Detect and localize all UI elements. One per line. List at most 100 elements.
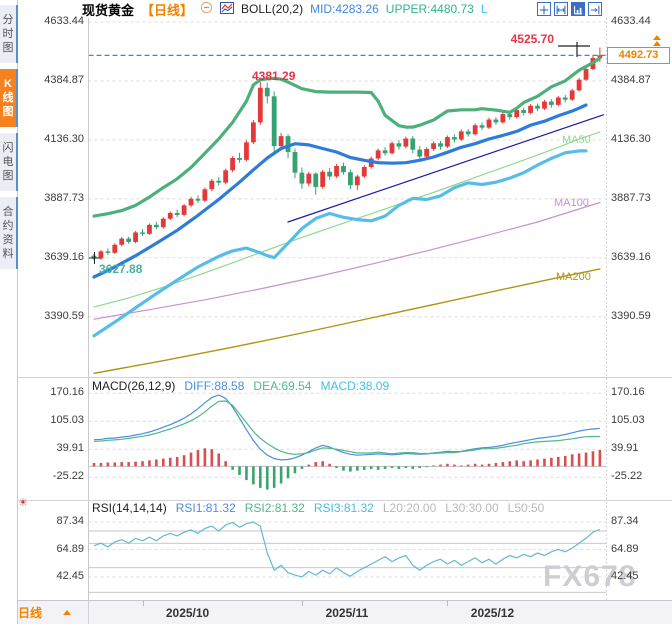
y-axis-label: 64.89 — [611, 542, 639, 555]
overlay-lines — [92, 56, 605, 374]
trendline-line — [287, 114, 605, 223]
ma50-label: MA50 — [562, 134, 591, 146]
y-axis-label: 87.34 — [56, 515, 84, 527]
sidebar-item-label: 图 — [2, 42, 14, 54]
ma200-line — [93, 268, 601, 374]
x-axis-label: 2025/11 — [325, 606, 369, 620]
sidebar-item-label: 资 — [2, 234, 14, 246]
y-axis-label: 4136.30 — [44, 132, 84, 145]
start-low-label: 3627.88 — [99, 262, 143, 276]
period-selector[interactable]: 日线 — [18, 601, 89, 624]
x-axis-label: 2025/12 — [470, 606, 515, 620]
gridlines — [88, 21, 607, 578]
rsi-l20-value: L20:20.00 — [382, 501, 437, 515]
sidebar-item-label: 合 — [2, 206, 14, 218]
y-axis-label: 3887.73 — [44, 191, 84, 204]
sidebar-item-lightning-chart[interactable]: 闪电图 — [0, 133, 18, 191]
time-axis-tick — [142, 601, 144, 606]
price-up-arrow-icon — [653, 34, 661, 47]
rsi2-value: RSI2:81.32 — [244, 501, 305, 515]
pan-icon[interactable] — [537, 2, 551, 16]
macd-layer — [92, 394, 602, 490]
sidebar-item-contract-info[interactable]: 合约资料 — [0, 197, 18, 269]
y-axis-label: 4384.87 — [44, 73, 84, 86]
ma100-line — [93, 201, 601, 320]
y-axis-label: 87.34 — [611, 515, 639, 527]
page-forward-icon[interactable] — [588, 2, 602, 16]
right-price-axis: 4633.44 4384.87 4136.30 3887.73 3639.16 3390.… — [611, 0, 671, 624]
flash-indicator-icon: ☀ — [18, 497, 28, 509]
current-price-tag: 4492.73 — [607, 47, 670, 64]
y-axis-label: 64.89 — [56, 542, 84, 555]
x-axis-label: 2025/10 — [165, 606, 210, 620]
ma200-label: MA200 — [556, 271, 591, 283]
y-axis-label: 170.16 — [50, 386, 84, 399]
sidebar-item-label: 图 — [2, 106, 14, 118]
period-tag: 【日线】 — [141, 2, 194, 18]
y-axis-label: 4633.44 — [44, 15, 84, 27]
time-axis-tick — [447, 601, 449, 606]
macd-name: MACD(26,12,9) — [92, 379, 176, 393]
y-axis-label: 3887.73 — [611, 191, 651, 204]
symbol-name: 现货黄金 — [82, 2, 135, 18]
sidebar-item-label: 图 — [2, 170, 14, 182]
time-axis-tick — [301, 601, 303, 606]
collapse-icon[interactable] — [200, 1, 213, 17]
macd-diff-line — [93, 394, 600, 461]
ma100-label: MA100 — [554, 197, 589, 209]
pane-borders — [18, 18, 672, 600]
watermark: FX678 — [543, 560, 637, 593]
rsi-layer — [93, 521, 601, 578]
y-axis-label: 42.45 — [56, 570, 84, 582]
sidebar-item-label: 电 — [2, 156, 14, 168]
y-axis-label: -25.22 — [52, 470, 84, 483]
boll-mid-value: MID:4283.26 — [310, 2, 379, 16]
y-axis-label: 105.03 — [611, 414, 645, 427]
rsi-l50-value: L50:50 — [507, 501, 545, 515]
left-price-axis: 4633.44 4384.87 4136.30 3887.73 3639.16 3390.… — [18, 0, 84, 624]
kline-indicator-icon — [220, 1, 235, 18]
candles-layer — [91, 47, 603, 261]
scale-axis-icon[interactable] — [571, 2, 585, 16]
sidebar-item-label: K — [4, 78, 12, 90]
period-dropdown-arrow-icon — [63, 610, 71, 615]
y-axis-label: 3390.59 — [611, 309, 651, 322]
macd-dea-line — [93, 400, 600, 455]
y-axis-label: 3639.16 — [611, 250, 651, 263]
indicator-name: BOLL(20,2) — [241, 2, 304, 16]
boll-upper-value: UPPER:4480.73 — [385, 2, 474, 16]
sidebar-item-label: 闪 — [2, 142, 14, 154]
y-axis-label: 4384.87 — [611, 73, 651, 86]
y-axis-label: 4136.30 — [611, 132, 651, 145]
y-axis-label: 170.16 — [611, 386, 645, 399]
rsi3-value: RSI3:81.32 — [313, 501, 374, 515]
y-axis-label: 3390.59 — [44, 309, 84, 322]
session-high-label: 4525.70 — [510, 32, 554, 46]
macd-dea-value: DEA:69.54 — [253, 379, 312, 393]
rsi-reference-lines — [88, 530, 607, 593]
boll-mid-line — [92, 103, 588, 279]
fit-range-icon[interactable] — [554, 2, 568, 16]
bottom-bar: 日线 2025/10 2025/11 2025/12 — [18, 600, 672, 624]
macd-diff-value: DIFF:88.58 — [184, 379, 245, 393]
rsi-line — [93, 521, 601, 578]
y-axis-label: 4633.44 — [611, 15, 651, 27]
boll-lower-value: L — [480, 2, 488, 16]
sidebar-item-label: 约 — [2, 220, 14, 232]
chart-header: 现货黄金 【日线】 BOLL(20,2) MID:4283.26 UPPER:4… — [82, 1, 488, 18]
markers — [88, 42, 607, 264]
y-axis-label: 105.03 — [50, 414, 84, 427]
macd-hist-value: MACD:38.09 — [320, 379, 390, 393]
rsi-header: RSI(14,14,14) RSI1:81.32 RSI2:81.32 RSI3… — [92, 501, 544, 515]
period-label: 日线 — [18, 606, 43, 620]
rsi1-value: RSI1:81.32 — [175, 501, 236, 515]
sidebar-item-minute-chart[interactable]: 分时图 — [0, 5, 18, 63]
sidebar-item-label: 时 — [2, 28, 14, 40]
y-axis-label: 39.91 — [611, 442, 639, 455]
sidebar-item-label: 料 — [2, 248, 14, 260]
ma50-line — [93, 131, 601, 308]
peak-price-label: 4381.29 — [252, 69, 296, 83]
